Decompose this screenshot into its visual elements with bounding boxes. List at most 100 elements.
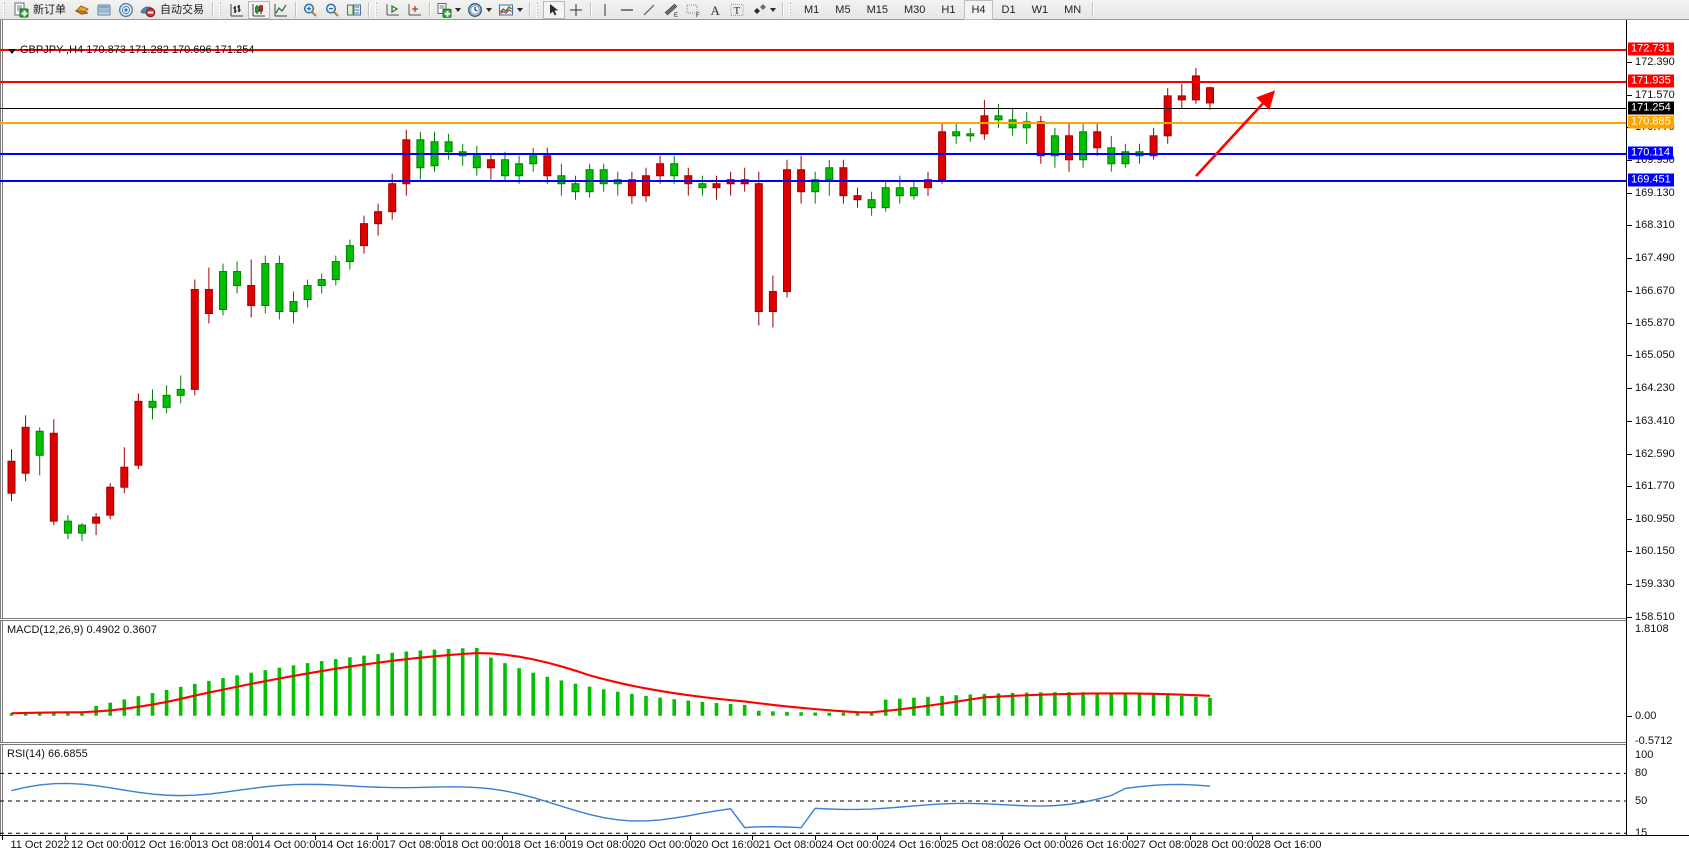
- horizontal-line-button[interactable]: [616, 1, 638, 19]
- timeframe-m5[interactable]: M5: [835, 3, 851, 16]
- time-axis-tick: [939, 836, 941, 840]
- toolbar-grip-3[interactable]: [373, 1, 380, 18]
- toolbar-grip-4[interactable]: [534, 1, 541, 18]
- price-badge-support-line[interactable]: 170.114: [1628, 146, 1673, 160]
- objects-button[interactable]: [748, 1, 779, 19]
- text-button[interactable]: T: [726, 1, 748, 19]
- price-axis-label: 161.770: [1635, 480, 1675, 493]
- price-axis[interactable]: 172.390171.570170.770169.950169.130168.3…: [1626, 20, 1689, 857]
- candlestick-chart-button[interactable]: [248, 0, 270, 19]
- expert-advisors-button[interactable]: [71, 1, 93, 19]
- axis-tick: [1627, 420, 1632, 422]
- text-label-icon: A: [707, 2, 723, 18]
- time-axis-tick: [689, 836, 691, 840]
- line-chart-button[interactable]: [270, 1, 292, 19]
- axis-tick: [1627, 616, 1632, 618]
- time-axis-label: 18 Oct 00:00: [446, 839, 509, 851]
- zoom-out-button[interactable]: [321, 1, 343, 19]
- expert-advisors-icon: [74, 2, 90, 18]
- rsi-plot: [0, 772, 1626, 834]
- zoom-in-button[interactable]: [299, 1, 321, 19]
- toolbar-divider-8: [1092, 2, 1094, 17]
- autotrading-button[interactable]: 自动交易: [137, 1, 209, 19]
- time-axis-tick: [564, 836, 566, 840]
- timeframe-d1[interactable]: D1: [1001, 3, 1016, 16]
- indicators-icon: [498, 2, 514, 18]
- templates-dropdown-arrow[interactable]: [455, 7, 461, 12]
- chart-area[interactable]: GBPJPY-,H4 170.873 171.282 170.696 171.2…: [0, 20, 1689, 857]
- timeframe-mn[interactable]: MN: [1064, 3, 1082, 16]
- chart-shift-end-button[interactable]: [404, 1, 426, 19]
- timeframe-m30[interactable]: M30: [903, 3, 926, 16]
- text-label-button[interactable]: A: [704, 1, 726, 19]
- crosshair-button[interactable]: [565, 1, 587, 19]
- rsi-axis-label: 80: [1635, 767, 1648, 780]
- axis-tick: [1627, 486, 1632, 488]
- bar-chart-button[interactable]: [226, 1, 248, 19]
- indicators-button[interactable]: [495, 1, 526, 19]
- crosshair-icon: [568, 2, 584, 18]
- price-pane[interactable]: [0, 20, 1626, 603]
- level-line-169-451[interactable]: [0, 179, 1626, 182]
- templates-button[interactable]: [433, 1, 464, 19]
- time-axis-tick: [252, 836, 253, 840]
- level-line-170-885[interactable]: [0, 122, 1626, 125]
- period-dropdown-arrow[interactable]: [486, 7, 492, 12]
- macd-pane[interactable]: MACD(12,26,9) 0.4902 0.3607: [0, 623, 1626, 745]
- timeframe-h1[interactable]: H1: [941, 3, 956, 16]
- data-window-button[interactable]: [93, 1, 115, 19]
- chart-shift-button[interactable]: [343, 1, 365, 19]
- objects-icon: [751, 2, 767, 18]
- indicators-dropdown-arrow[interactable]: [517, 7, 523, 12]
- level-line-172-731[interactable]: [0, 48, 1626, 51]
- objects-dropdown-arrow[interactable]: [770, 7, 776, 12]
- auto-scroll-button[interactable]: [382, 1, 404, 19]
- period-separator-button[interactable]: [464, 1, 495, 19]
- time-axis-label: 27 Oct 08:00: [1133, 839, 1197, 851]
- price-axis-label: 160.950: [1635, 513, 1675, 526]
- price-badge-pivot-line[interactable]: 170.885: [1628, 115, 1674, 129]
- timeframe-h4[interactable]: H4: [964, 0, 993, 20]
- time-axis-label: 24 Oct 16:00: [883, 839, 947, 851]
- level-line-171-254[interactable]: [0, 107, 1626, 109]
- auto-scroll-icon: [385, 2, 401, 18]
- time-axis-tick: [814, 836, 816, 840]
- toolbar-divider-7: [782, 2, 783, 17]
- toolbar-grip[interactable]: [1, 1, 8, 18]
- price-badge-resistance-line[interactable]: 172.731: [1628, 42, 1674, 56]
- price-badge-support-line[interactable]: 169.451: [1628, 173, 1674, 187]
- object-clock-icon: [467, 2, 483, 18]
- timeframe-m1[interactable]: M1: [804, 3, 820, 16]
- equidistant-channel-button[interactable]: F: [682, 1, 704, 19]
- vertical-line-button[interactable]: [594, 1, 616, 19]
- fibonacci-button[interactable]: E: [660, 1, 682, 19]
- horizontal-line-icon: [619, 2, 635, 18]
- level-line-170-114[interactable]: [0, 153, 1626, 156]
- chart-left-rail: [0, 20, 3, 857]
- level-line-171-935[interactable]: [0, 80, 1626, 83]
- timeframe-m15[interactable]: M15: [866, 3, 888, 16]
- price-badge-resistance-line[interactable]: 171.935: [1628, 74, 1674, 88]
- cursor-button[interactable]: [543, 0, 565, 19]
- price-candles: [7, 67, 1214, 542]
- time-axis-label: 14 Oct 00:00: [258, 839, 322, 851]
- toolbar-grip-2[interactable]: [217, 1, 224, 18]
- signals-button[interactable]: [115, 1, 137, 19]
- new-order-icon: [13, 2, 29, 18]
- rsi-pane[interactable]: RSI(14) 66.6855: [0, 747, 1626, 855]
- price-axis-label: 159.330: [1635, 577, 1675, 590]
- new-order-button[interactable]: 新订单: [10, 1, 71, 19]
- price-axis-label: 165.870: [1635, 316, 1675, 329]
- toolbar-grip-5[interactable]: [787, 1, 794, 18]
- timeframe-w1[interactable]: W1: [1031, 3, 1049, 16]
- price-axis-label: 160.150: [1635, 545, 1675, 558]
- axis-tick: [1627, 322, 1632, 324]
- price-badge-last-price[interactable]: 171.254: [1628, 101, 1674, 115]
- symbol-collapse-caret[interactable]: [8, 49, 16, 54]
- time-axis-label: 20 Oct 00:00: [633, 839, 697, 851]
- trendline-button[interactable]: [638, 1, 660, 19]
- svg-text:F: F: [696, 13, 700, 18]
- time-axis-label: 14 Oct 16:00: [321, 839, 384, 851]
- time-axis[interactable]: 11 Oct 2022 12 Oct 00:00 12 Oct 16:00 13 Oc…: [0, 835, 1689, 857]
- time-axis-label: 19 Oct 08:00: [571, 839, 634, 851]
